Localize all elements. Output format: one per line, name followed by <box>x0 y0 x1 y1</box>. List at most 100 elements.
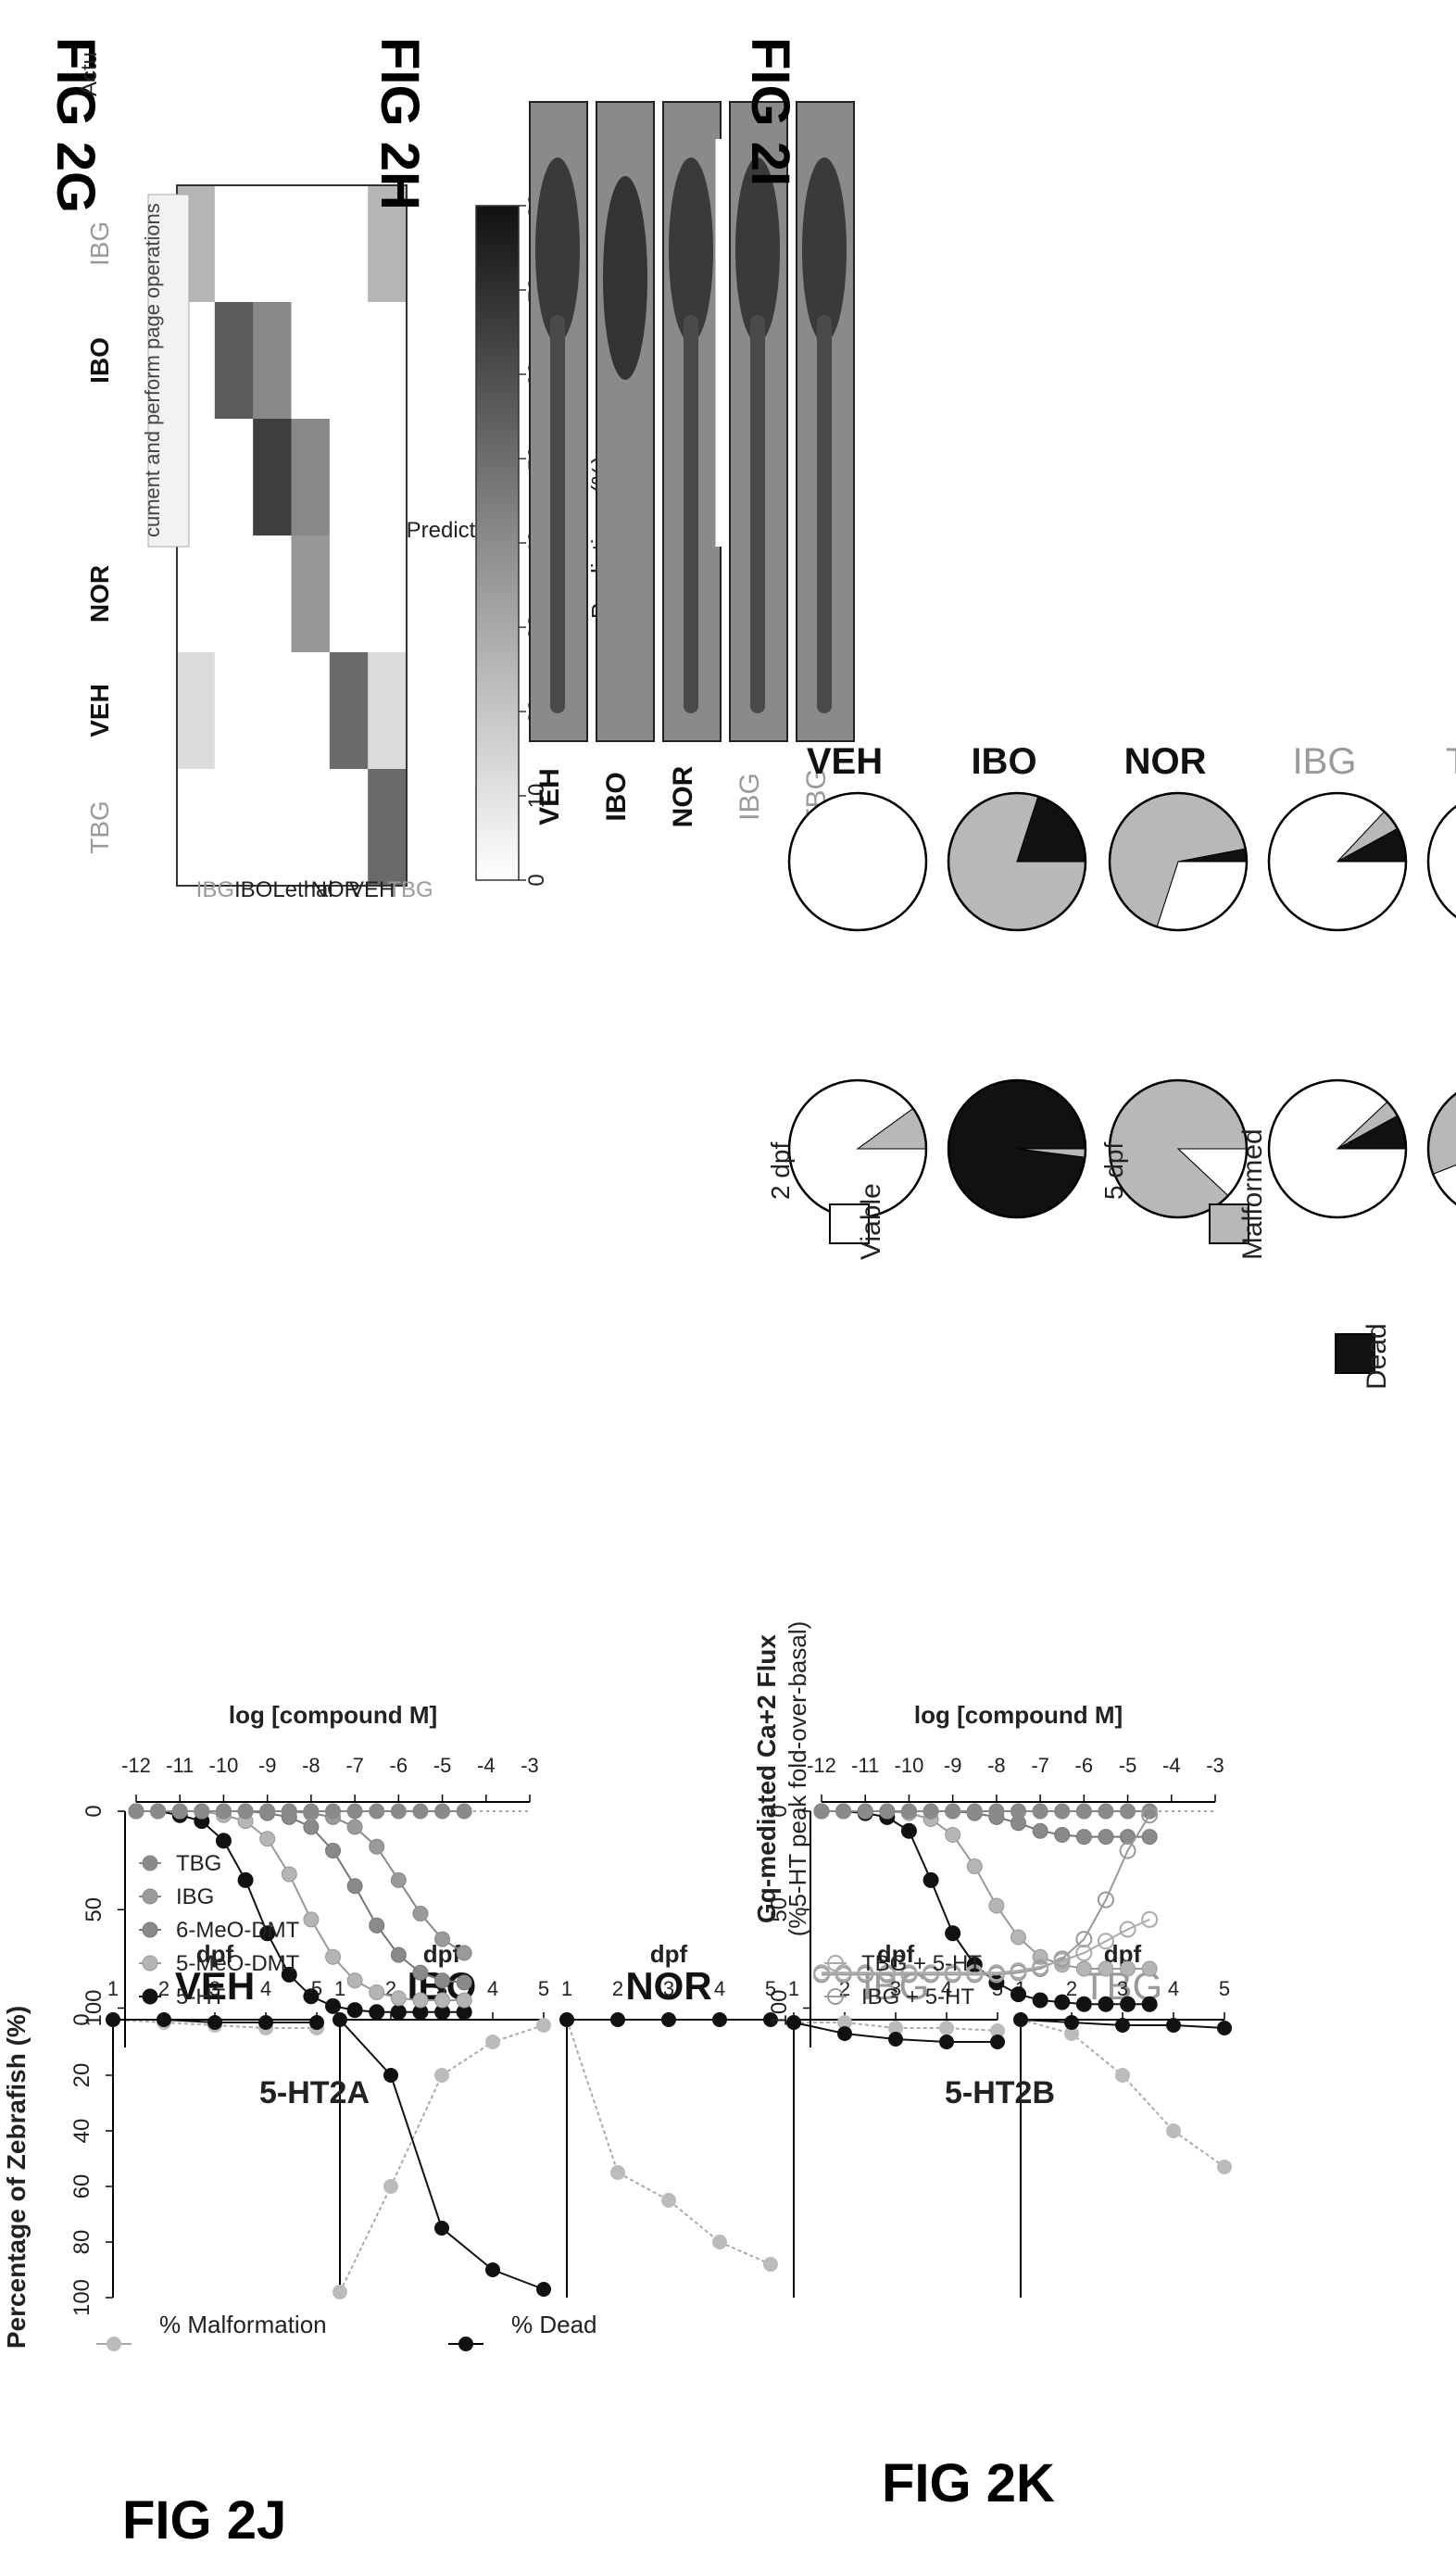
fig-2k-point-5-ht2a-tbg-14 <box>434 1803 451 1820</box>
fig-2k-legend-label-5-ht2a-5-ht: 5-HT <box>176 1984 226 2009</box>
fig-2k-point-5-ht2a-5-meo-dmt-15 <box>456 1992 472 2009</box>
heatmap-cell-ibg-veh <box>329 185 369 303</box>
embryo-tail-ibg <box>750 315 765 713</box>
fig-2j-xlabel-nor: dpf <box>650 1940 688 1968</box>
fig-2k-point-5-ht2b-5-ht-12 <box>1075 1996 1092 2012</box>
embryo-image-nor <box>662 101 722 742</box>
fig-2k-xtick-label-5-ht2b--6: -6 <box>1075 1754 1094 1777</box>
fig-2k-legend-marker-5-ht2a-tbg <box>142 1855 158 1871</box>
fig-2k-point-5-ht2a-tbg-7 <box>281 1803 297 1820</box>
fig-2k-plots: -12 -11 -10 -9 -8 -7 -6 -5 -4 -3 log [compound M] 0… <box>82 1701 1224 2110</box>
fig-2k-ytick-label-5-ht2b-0: 0 <box>767 1805 792 1817</box>
fig-2k-point-5-ht2a-6-meo-dmt-14 <box>434 1972 451 1989</box>
heatmap-cells <box>176 185 407 887</box>
fig-2j-line-veh-malformation <box>112 2019 317 2029</box>
heatmap-row-label-veh: VEH <box>85 684 114 737</box>
fig-2j-xtick-label-ibg-4: 4 <box>941 1977 952 2000</box>
embryo-head-veh <box>535 157 580 343</box>
fig-2k-point-5-ht2a-6-meo-dmt-11 <box>369 1917 385 1934</box>
fig-2k-legend-marker-5-ht2a-ibg <box>142 1888 158 1905</box>
fig-2j-point-nor-malformation-4 <box>712 2235 727 2249</box>
fig-2k-point-5-ht2b-ibg-5-ht-12 <box>1075 1931 1093 1948</box>
fig-2k-point-5-ht2a-5-ht-6 <box>259 1925 276 1942</box>
fig-2k-legend-marker-5-ht2a-6-meo-dmt <box>142 1921 158 1938</box>
fig-2j-xtick-label-tbg-4: 4 <box>1168 1977 1179 2000</box>
fig-2j-line-ibo-malformation <box>339 2024 545 2293</box>
fig-2j-point-ibo-malformation-5 <box>536 2018 551 2033</box>
fig-2k-point-5-ht2b-6-meo-dmt-12 <box>1075 1829 1092 1846</box>
heatmap-cell-nor-lethal <box>253 535 292 653</box>
fig-2k-legend-label-5-ht2a-tbg: TBG <box>176 1851 221 1876</box>
fig-2j-point-ibo-malformation-1 <box>333 2285 347 2299</box>
heatmap-col-label-lethal: Lethal <box>272 877 333 902</box>
embryo-label-veh: VEH <box>534 768 565 825</box>
fig-2k-point-5-ht2b-6-meo-dmt-13 <box>1098 1829 1114 1846</box>
embryo-head-ibg <box>735 157 780 343</box>
embryo-tail-tbg <box>817 315 832 713</box>
fig-2j-ytick-label-60: 60 <box>69 2174 94 2199</box>
fig-2j-xtick-label-veh-2: 2 <box>158 1977 169 2000</box>
fig-2k-xtick-label-5-ht2b--11: -11 <box>851 1754 879 1777</box>
fig-2k-panel: FIG 2K -12 -11 -10 -9 -8 -7 -6 -5 -4 -3 log [compo… <box>82 1621 1224 2513</box>
heatmap-col-label-veh: VEH <box>349 877 395 902</box>
pie-outline-tbg-5-dpf <box>1426 1078 1456 1219</box>
fig-2j-point-nor-dead-2 <box>610 2012 625 2027</box>
pie-outline-ibo-2-dpf <box>947 791 1087 932</box>
fig-2k-point-5-ht2b-5-meo-dmt-14 <box>1120 1960 1136 1977</box>
fig-2k-point-5-ht2a-5-meo-dmt-9 <box>325 1948 341 1965</box>
fig-2j-point-ibg-malformation-3 <box>888 2021 903 2035</box>
fig-2i-label: FIG 2I <box>740 37 800 186</box>
fig-2j-xtick-label-nor-2: 2 <box>612 1977 623 2000</box>
heatmap-cell-nor-veh <box>329 535 369 653</box>
fig-2j-point-nor-dead-3 <box>661 2012 676 2027</box>
fig-2k-point-5-ht2b-tbg-5-ht-6 <box>944 1964 961 1982</box>
fig-2j-point-tbg-dead-1 <box>1013 2012 1028 2027</box>
pie-tbg-2-dpf <box>1426 791 1456 932</box>
heatmap-cell-tbg-veh <box>329 769 369 887</box>
fig-2j-plot-tbg: TBG12345dpf <box>1013 1940 1232 2298</box>
pie-col-label-ibg: IBG <box>1293 741 1357 782</box>
fig-2k-title-5-ht2b: 5-HT2B <box>945 2075 1055 2110</box>
fig-2j-ylabel: Percentage of Zebrafish (%) <box>2 2006 31 2349</box>
pie-condition-labels: VEH IBO NOR IBG TBG <box>807 741 1456 782</box>
heatmap-cell-ibg-nor <box>291 185 331 303</box>
heatmap-cell-veh-lethal <box>253 652 292 770</box>
pie-veh-5-dpf <box>787 1078 928 1219</box>
fig-2j-point-ibg-malformation-4 <box>939 2021 954 2035</box>
heatmap-cell-lethal-lethal <box>253 419 292 536</box>
fig-2k-xtick-label-5-ht2b--3: -3 <box>1206 1754 1224 1777</box>
fig-2j-title-veh: VEH <box>175 1964 255 2008</box>
fig-2k-legend-label-5-ht2a-5-meo-dmt: 5-MeO-DMT <box>176 1951 300 1976</box>
fig-2k-point-5-ht2a-5-meo-dmt-6 <box>259 1831 276 1847</box>
fig-2k-point-5-ht2a-6-meo-dmt-8 <box>303 1819 320 1835</box>
fig-2k-point-5-ht2a-5-meo-dmt-13 <box>412 1992 429 2009</box>
fig-2j-xtick-label-veh-4: 4 <box>260 1977 271 2000</box>
fig-2j-point-ibo-malformation-4 <box>485 2035 500 2049</box>
heatmap-cell-veh-nor <box>291 652 331 770</box>
pie-outline-nor-2-dpf <box>1108 791 1249 932</box>
heatmap-col-label-tbg: TBG <box>387 877 433 902</box>
heatmap-cell-ibo-nor <box>291 302 331 420</box>
fig-2j-point-ibo-malformation-3 <box>434 2068 449 2083</box>
fig-2k-xtick-label-5-ht2b--9: -9 <box>944 1754 962 1777</box>
heatmap-cell-veh-tbg <box>368 652 407 770</box>
fig-2j-xtick-label-nor-1: 1 <box>561 1977 572 2000</box>
heatmap-row-label-ibo: IBO <box>85 337 114 384</box>
fig-2k-point-5-ht2b-5-ht-10 <box>1032 1992 1048 2009</box>
heatmap-cell-ibg-ibo <box>214 185 254 303</box>
fig-2j-title-nor: NOR <box>625 1964 711 2008</box>
fig-2j-point-ibg-dead-1 <box>786 2015 801 2030</box>
heatmap-cell-tbg-ibo <box>214 769 254 887</box>
fig-2k-point-5-ht2b-tbg-2 <box>857 1803 873 1820</box>
fig-2j-ytick-label-40: 40 <box>69 2119 94 2144</box>
fig-2k-point-5-ht2a-tbg-11 <box>369 1803 385 1820</box>
fig-2j-plot-ibg: IBG12345dpf <box>786 1940 1005 2298</box>
pie-outline-ibo-5-dpf <box>947 1078 1087 1219</box>
fig-2k-xtick-label-5-ht2a--8: -8 <box>302 1754 320 1777</box>
fig-2k-point-5-ht2b-5-meo-dmt-12 <box>1075 1960 1092 1977</box>
fig-2k-point-5-ht2a-ibg-13 <box>412 1906 429 1921</box>
fig-2i-panel: FIG 2I VEH IBO NOR IBG TBG 2 dpf 5 dpf Viabl… <box>740 37 1456 1390</box>
fig-2k-point-5-ht2b-tbg-7 <box>966 1803 983 1820</box>
fig-2j-point-nor-dead-5 <box>763 2012 778 2027</box>
fig-2h-panel: FIG 2H VEH IBO NOR IBG TBG <box>370 37 855 827</box>
